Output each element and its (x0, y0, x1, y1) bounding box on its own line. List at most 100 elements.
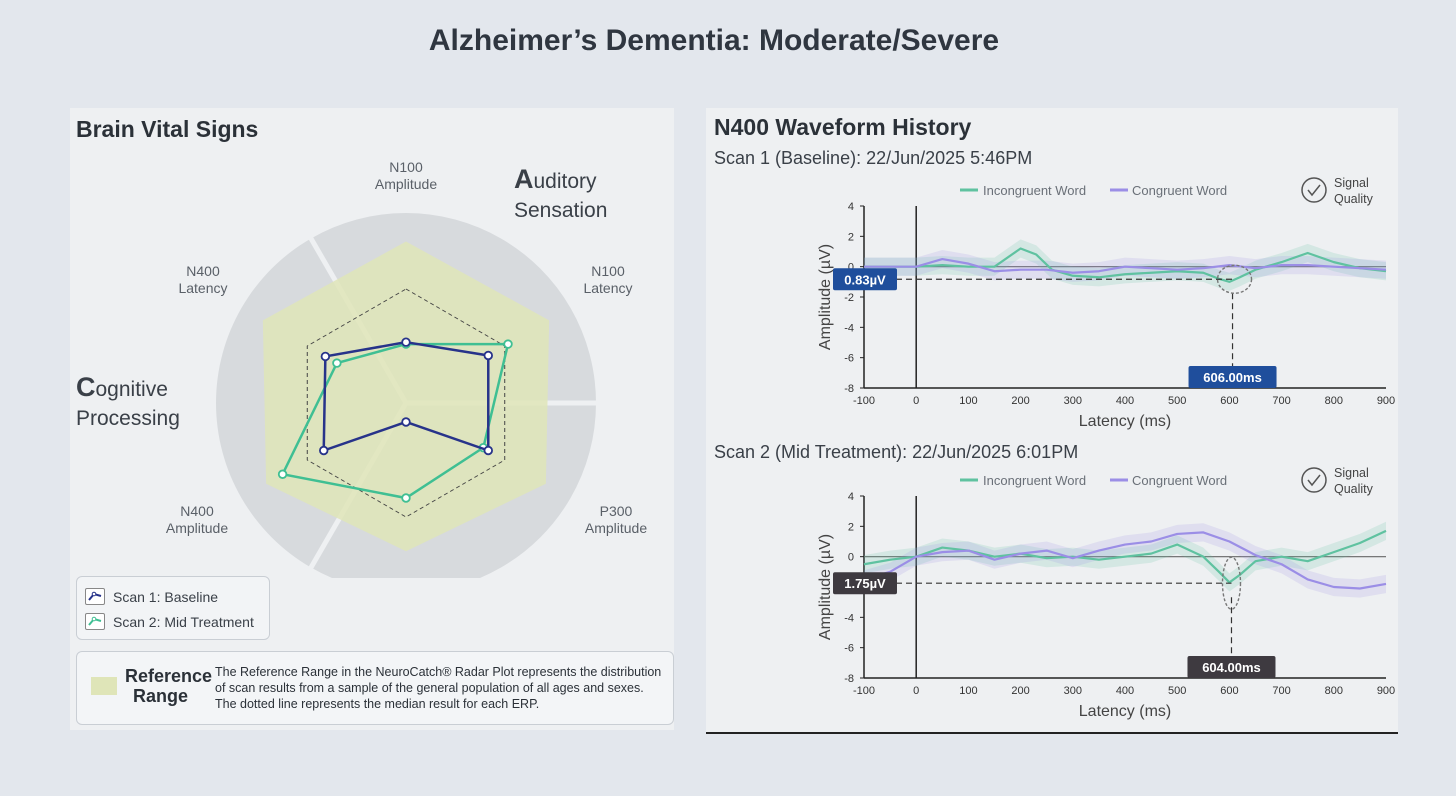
data-point-scan2 (401, 493, 411, 503)
domain-label-rest: uditory (534, 170, 598, 193)
data-point-scan1 (319, 445, 329, 456)
x-tick-label: 900 (1377, 685, 1395, 697)
amplitude-badge (833, 572, 897, 595)
axis-label: Amplitude (166, 520, 228, 536)
x-axis-title: Latency (ms) (1079, 413, 1171, 430)
y-axis-title: Amplitude (µV) (817, 534, 834, 640)
reference-range-description: The Reference Range in the NeuroCatch® R… (215, 665, 662, 711)
scan2-line-icon (85, 613, 105, 630)
peak-highlight-ellipse (1221, 556, 1242, 610)
data-point-scan1 (401, 337, 411, 347)
axis-label: Latency (583, 280, 632, 296)
axis-label: Amplitude (585, 520, 647, 536)
x-tick-label: -100 (853, 685, 875, 697)
legend-incongruent-label: Incongruent Word (983, 473, 1086, 488)
axis-label: N400 (180, 503, 214, 519)
check-mark-icon (1307, 184, 1321, 197)
confidence-band-incongruent (864, 239, 1386, 291)
reference-range-swatch (91, 677, 117, 695)
domain-label-line2: Sensation (514, 199, 607, 222)
latency-badge (1188, 366, 1277, 388)
legend-item-scan1[interactable]: Scan 1: Baseline (85, 588, 218, 605)
data-point-scan1 (483, 350, 493, 361)
scan2-label: Scan 2 (Mid Treatment): 22/Jun/2025 6:01… (714, 442, 1079, 462)
data-point-scan2 (277, 469, 288, 479)
domain-label: Cognitive (76, 372, 168, 402)
y-tick-label: -2 (844, 292, 854, 304)
domain-label-rest: ognitive (96, 378, 168, 401)
x-tick-label: 200 (1011, 685, 1029, 697)
series-line-incongruent (864, 247, 1387, 283)
axis-label: P300 (600, 503, 633, 519)
y-axis-title: Amplitude (µV) (817, 244, 834, 350)
x-tick-label: 600 (1220, 685, 1238, 697)
radar-chart: N100AmplitudeN100LatencyP300AmplitudeP30… (76, 159, 647, 578)
domain-label-initial: A (514, 164, 534, 194)
y-tick-label: -4 (844, 612, 854, 624)
x-tick-label: 0 (913, 395, 919, 407)
reference-range-box: Reference Range The Reference Range in t… (76, 651, 674, 725)
page-title: Alzheimer’s Dementia: Moderate/Severe (428, 24, 1000, 57)
series-line-incongruent (863, 529, 1387, 584)
x-tick-label: 200 (1011, 395, 1029, 407)
domain-label-initial: C (76, 372, 96, 402)
x-tick-label: 300 (1064, 685, 1082, 697)
legend-label: Scan 1: Baseline (113, 588, 219, 605)
y-tick-label: 4 (848, 201, 854, 213)
radar-legend: Scan 1: Baseline Scan 2: Mid Treatment (76, 576, 270, 640)
axis-label: N100 (389, 159, 423, 175)
signal-quality-label: Signal (1334, 176, 1369, 190)
amplitude-badge-label: 1.75µV (844, 576, 886, 591)
data-point-scan1 (483, 445, 493, 456)
signal-quality-label: Quality (1334, 482, 1374, 496)
data-point-scan2 (503, 339, 513, 349)
n400-waveform-panel: N400 Waveform History Scan 1 (Baseline):… (706, 108, 1398, 734)
axis-label: Amplitude (375, 176, 437, 192)
y-tick-label: -4 (844, 322, 854, 334)
legend-incongruent-label: Incongruent Word (983, 183, 1086, 198)
latency-badge (1187, 656, 1276, 678)
data-point-scan1 (401, 417, 411, 427)
brain-vital-signs-panel: Brain Vital Signs N100 Amplitude N100 Laten… (70, 108, 674, 730)
legend-item-scan2[interactable]: Scan 2: Mid Treatment (85, 613, 254, 630)
x-tick-label: 400 (1116, 395, 1134, 407)
y-tick-label: 2 (848, 521, 854, 533)
scan1-waveform-chart: Incongruent Word Congruent Word Signal Qual… (817, 176, 1395, 430)
amplitude-badge-label: 0.83µV (844, 272, 886, 287)
x-tick-label: 500 (1168, 395, 1186, 407)
scan1-line-icon (85, 588, 105, 605)
signal-quality-label: Quality (1334, 192, 1374, 206)
x-tick-label: 800 (1325, 395, 1343, 407)
legend-congruent-label: Congruent Word (1132, 473, 1227, 488)
latency-badge-label: 606.00ms (1203, 370, 1262, 385)
y-tick-label: 4 (848, 491, 854, 503)
check-mark-icon (1307, 474, 1321, 487)
y-tick-label: 0 (848, 262, 854, 274)
axis-label: Latency (178, 280, 227, 296)
y-tick-label: -8 (844, 383, 854, 395)
x-tick-label: 100 (959, 395, 977, 407)
scan1-label: Scan 1 (Baseline): 22/Jun/2025 5:46PM (714, 148, 1033, 168)
x-tick-label: 500 (1168, 685, 1186, 697)
confidence-band-congruent (864, 523, 1386, 598)
axis-label: N400 (186, 263, 220, 279)
series-line-congruent (863, 531, 1387, 590)
x-tick-label: 700 (1272, 685, 1290, 697)
x-tick-label: 800 (1325, 685, 1343, 697)
series-line-congruent (864, 257, 1387, 274)
reference-range-area (262, 241, 550, 552)
scan2-waveform-chart: Incongruent Word Congruent Word Signal Qual… (817, 466, 1395, 720)
latency-badge-label: 604.00ms (1202, 660, 1261, 675)
signal-quality-check-icon (1301, 177, 1327, 203)
y-tick-label: -6 (844, 353, 854, 365)
panel-title: Brain Vital Signs (76, 116, 259, 142)
axis-label: N100 (591, 263, 625, 279)
x-tick-label: 700 (1272, 395, 1290, 407)
x-tick-label: -100 (853, 395, 875, 407)
signal-quality-label: Signal (1334, 466, 1369, 480)
panel-title: N400 Waveform History (714, 114, 972, 140)
y-tick-label: 0 (848, 552, 854, 564)
x-tick-label: 300 (1064, 395, 1082, 407)
x-tick-label: 100 (959, 685, 977, 697)
data-point-scan2 (332, 358, 342, 368)
